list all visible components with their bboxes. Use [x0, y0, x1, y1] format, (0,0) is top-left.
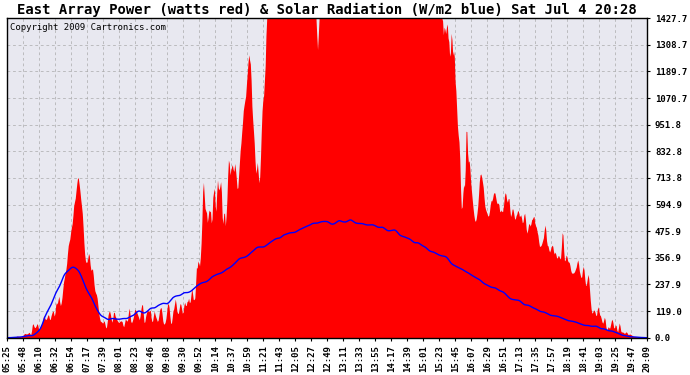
Title: East Array Power (watts red) & Solar Radiation (W/m2 blue) Sat Jul 4 20:28: East Array Power (watts red) & Solar Rad…: [17, 3, 637, 17]
Text: Copyright 2009 Cartronics.com: Copyright 2009 Cartronics.com: [10, 23, 166, 32]
